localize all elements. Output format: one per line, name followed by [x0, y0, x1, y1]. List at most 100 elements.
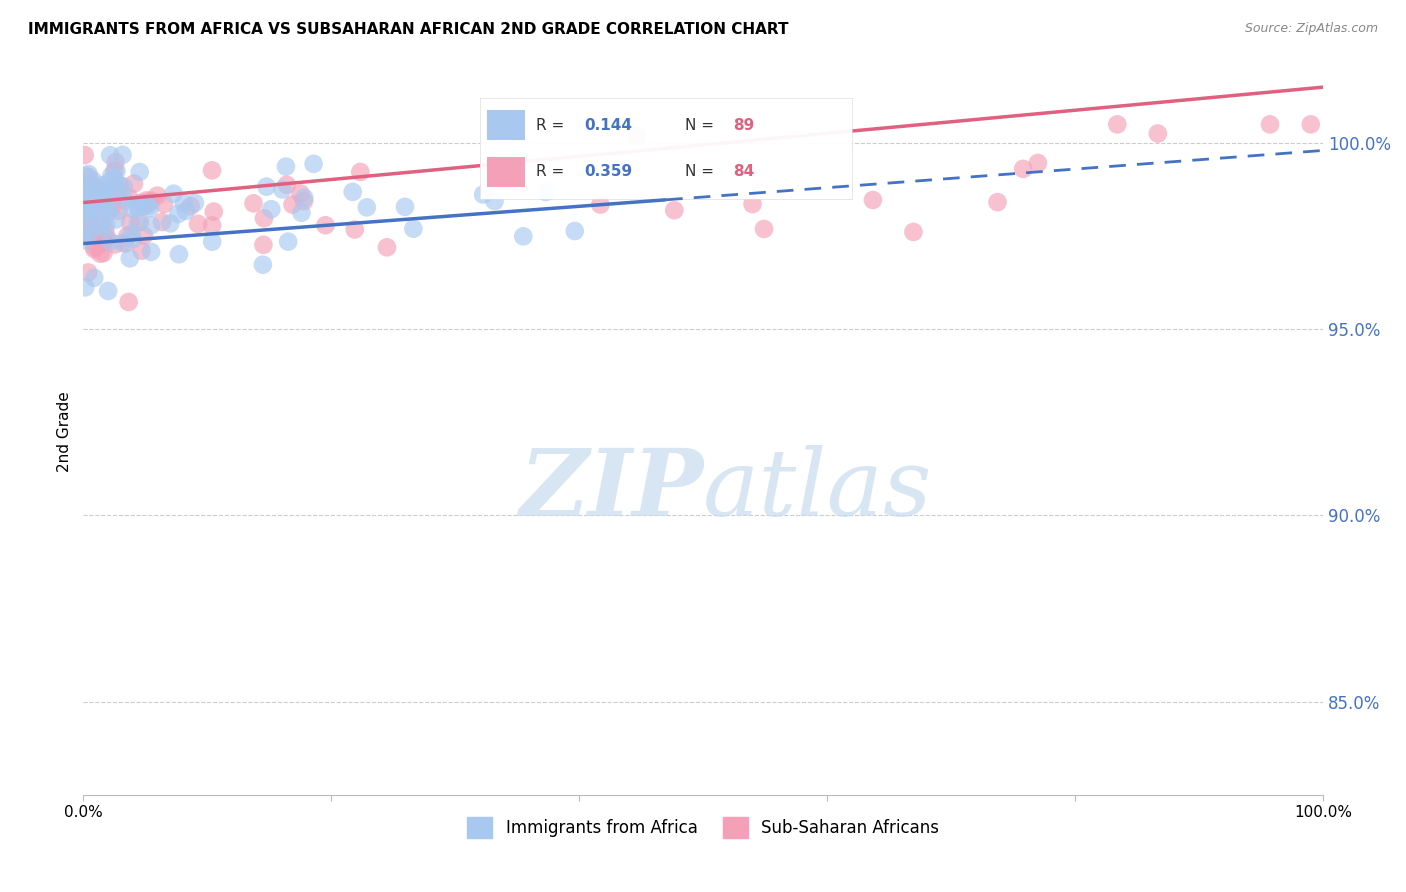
- Point: [86, 182, 108, 196]
- Point: [105, 164, 128, 178]
- Point: [73, 148, 96, 162]
- Point: [484, 194, 506, 208]
- Point: [104, 172, 127, 186]
- Point: [862, 193, 884, 207]
- Point: [903, 225, 925, 239]
- Point: [87, 238, 110, 252]
- Point: [1299, 117, 1322, 131]
- Point: [93, 202, 115, 217]
- Point: [127, 200, 149, 214]
- Point: [83, 202, 105, 216]
- Point: [83, 174, 105, 188]
- Text: Source: ZipAtlas.com: Source: ZipAtlas.com: [1244, 22, 1378, 36]
- Point: [292, 191, 315, 205]
- Point: [108, 178, 131, 193]
- Point: [87, 183, 110, 197]
- Point: [76, 193, 98, 207]
- Point: [75, 169, 97, 183]
- Point: [107, 203, 129, 218]
- Point: [187, 217, 209, 231]
- Point: [94, 224, 117, 238]
- Point: [94, 218, 117, 232]
- Point: [75, 208, 97, 222]
- Point: [77, 229, 100, 244]
- Point: [77, 224, 100, 238]
- Point: [111, 148, 134, 162]
- Y-axis label: 2nd Grade: 2nd Grade: [58, 392, 72, 472]
- Point: [79, 214, 101, 228]
- Point: [77, 214, 100, 228]
- Point: [101, 199, 124, 213]
- Point: [93, 246, 115, 260]
- Point: [356, 200, 378, 214]
- Point: [1026, 156, 1049, 170]
- Point: [314, 219, 336, 233]
- Point: [93, 189, 115, 203]
- Point: [271, 182, 294, 196]
- Point: [242, 196, 264, 211]
- Point: [159, 216, 181, 230]
- Point: [167, 247, 190, 261]
- Point: [84, 228, 107, 243]
- Point: [105, 185, 128, 199]
- Point: [589, 197, 612, 211]
- Point: [174, 203, 197, 218]
- Point: [114, 236, 136, 251]
- Point: [290, 186, 312, 201]
- Point: [1258, 117, 1281, 131]
- Text: IMMIGRANTS FROM AFRICA VS SUBSAHARAN AFRICAN 2ND GRADE CORRELATION CHART: IMMIGRANTS FROM AFRICA VS SUBSAHARAN AFR…: [28, 22, 789, 37]
- Point: [98, 235, 121, 249]
- Point: [402, 221, 425, 235]
- Point: [73, 186, 96, 201]
- Point: [134, 199, 156, 213]
- Point: [87, 191, 110, 205]
- Point: [472, 187, 495, 202]
- Point: [77, 170, 100, 185]
- Point: [75, 200, 97, 214]
- Point: [274, 160, 297, 174]
- Point: [90, 178, 112, 193]
- Point: [97, 284, 120, 298]
- Point: [83, 192, 105, 206]
- Point: [117, 228, 139, 243]
- Point: [1146, 127, 1168, 141]
- Point: [173, 196, 195, 211]
- Point: [100, 169, 122, 183]
- Point: [252, 258, 274, 272]
- Point: [98, 148, 121, 162]
- Point: [626, 129, 648, 144]
- Point: [136, 199, 159, 213]
- Point: [121, 232, 143, 246]
- Point: [136, 195, 159, 210]
- Point: [108, 184, 131, 198]
- Point: [986, 195, 1008, 210]
- Point: [100, 194, 122, 208]
- Point: [167, 207, 190, 221]
- Point: [131, 244, 153, 258]
- Point: [73, 213, 96, 227]
- Point: [112, 179, 135, 194]
- Point: [752, 222, 775, 236]
- Point: [73, 233, 96, 247]
- Point: [281, 197, 304, 211]
- Point: [512, 229, 534, 244]
- Point: [129, 215, 152, 229]
- Point: [77, 203, 100, 218]
- Point: [114, 193, 136, 207]
- Point: [83, 240, 105, 254]
- Point: [162, 186, 184, 201]
- Point: [260, 202, 283, 217]
- Point: [107, 178, 129, 193]
- Point: [76, 177, 98, 191]
- Point: [146, 188, 169, 202]
- Point: [122, 177, 145, 191]
- Point: [128, 165, 150, 179]
- Point: [180, 199, 202, 213]
- Point: [98, 175, 121, 189]
- Point: [139, 194, 162, 208]
- Point: [139, 218, 162, 232]
- Point: [97, 200, 120, 214]
- Point: [83, 270, 105, 285]
- Point: [120, 216, 142, 230]
- Point: [1012, 161, 1035, 176]
